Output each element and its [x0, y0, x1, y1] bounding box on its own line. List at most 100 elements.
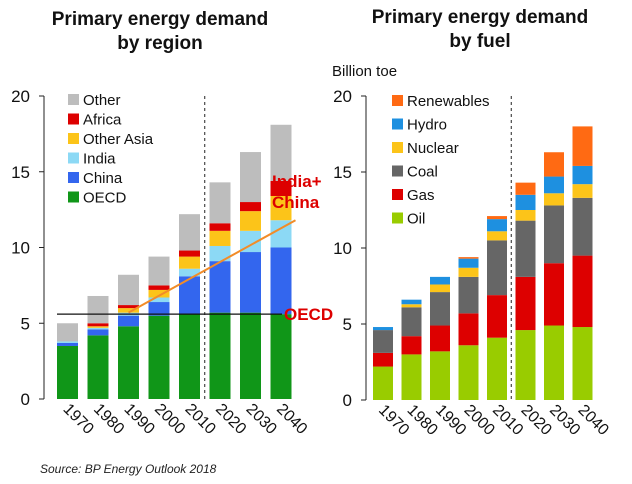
bar-segment-africa-2000	[148, 285, 170, 290]
bar-segment-oil-2020	[515, 330, 536, 400]
bar-segment-africa-1990	[118, 305, 139, 309]
bar-segment-gas-2030	[544, 263, 564, 326]
bar-segment-gas-2020	[515, 276, 536, 331]
bar-segment-nuclear-1990	[430, 284, 450, 293]
legend-swatch	[68, 152, 79, 164]
bar-segment-gas-2040	[572, 255, 593, 328]
bar-segment-coal-2030	[544, 205, 564, 264]
x-tick-label: 2010	[489, 402, 526, 439]
bar-segment-africa-2030	[240, 202, 261, 212]
bar-segment-renewables-2040	[572, 126, 593, 166]
legend-swatch	[392, 165, 403, 177]
chart-title-line: by fuel	[449, 31, 511, 52]
bar-segment-africa-2010	[179, 250, 200, 257]
legend-swatch	[68, 113, 79, 125]
bar-segment-hydro-2040	[572, 165, 593, 185]
bar-segment-africa-1980	[87, 323, 109, 327]
bar-segment-china-2020	[209, 261, 231, 313]
bar-segment-hydro-2000	[458, 258, 479, 268]
bar-segment-other-asia-2020	[209, 230, 231, 246]
bar-segment-oil-2010	[487, 337, 507, 400]
bar-segment-coal-2010	[487, 240, 507, 296]
bar-segment-china-2000	[148, 302, 170, 316]
bar-segment-other-asia-1980	[87, 326, 109, 328]
bar-segment-hydro-1990	[430, 276, 450, 285]
bar-segment-renewables-2010	[487, 216, 507, 220]
bar-segment-africa-2040	[270, 180, 292, 196]
annotation-line: India+	[272, 172, 322, 191]
bar-segment-gas-2010	[487, 295, 507, 338]
x-tick-label: 2000	[461, 402, 498, 439]
bar-segment-other-2040	[270, 124, 292, 181]
source-note: Source: BP Energy Outlook 2018	[40, 462, 217, 476]
chart-title-by-region: Primary energy demand by region	[20, 8, 300, 56]
bar-segment-nuclear-2010	[487, 231, 507, 241]
oecd-annotation: OECD	[284, 305, 333, 324]
legend-label: India	[83, 151, 116, 168]
bar-segment-oecd-2000	[148, 315, 170, 399]
legend-label: Hydro	[407, 117, 447, 134]
y-tick-label: 10	[333, 239, 352, 258]
x-tick-label: 1970	[375, 402, 412, 439]
bar-segment-oil-1970	[373, 366, 393, 400]
bar-segment-other-1990	[118, 274, 139, 306]
bar-segment-hydro-2020	[515, 194, 536, 210]
x-tick-label: 2030	[243, 401, 280, 438]
legend-swatch	[68, 133, 79, 144]
bar-segment-other-asia-1990	[118, 308, 139, 313]
bar-segment-nuclear-2000	[458, 267, 479, 277]
bar-segment-other-asia-2010	[179, 256, 200, 269]
bar-segment-nuclear-2040	[572, 184, 593, 198]
x-tick-label: 2040	[273, 401, 310, 438]
legend-swatch	[68, 172, 79, 183]
bar-segment-nuclear-2030	[544, 193, 564, 206]
legend-label: Africa	[83, 112, 122, 129]
bar-segment-china-2010	[179, 276, 200, 315]
legend-swatch	[392, 212, 403, 224]
bar-segment-other-asia-2000	[148, 289, 170, 298]
bar-segment-gas-1980	[401, 336, 422, 355]
legend-label: Gas	[407, 187, 435, 204]
bar-segment-oecd-2040	[270, 314, 292, 399]
chart-title-line: Primary energy demand	[51, 9, 269, 30]
bar-segment-coal-1990	[430, 292, 450, 326]
bar-segment-oecd-2020	[209, 312, 231, 399]
bar-segment-oecd-2030	[240, 312, 261, 399]
y-tick-label: 0	[21, 390, 30, 409]
bar-segment-other-2030	[240, 152, 261, 203]
chart-region: 0 5 10 15 20 19701980199020002010202020302040…	[11, 87, 333, 438]
bar-segment-renewables-2030	[544, 152, 564, 177]
bar-segment-china-2040	[270, 247, 292, 315]
bar-segment-china-1970	[57, 342, 78, 346]
bar-segment-other-asia-2040	[270, 195, 292, 221]
legend-label: Nuclear	[407, 140, 459, 157]
x-tick-label: 1970	[60, 401, 97, 438]
x-tick-label: 2010	[182, 401, 219, 438]
bar-segment-renewables-2020	[515, 182, 536, 195]
legend-swatch	[68, 94, 79, 105]
x-tick-label: 2020	[518, 402, 555, 439]
legend-label: Other	[83, 92, 121, 109]
chart-title-by-fuel: Primary energy demand by fuel	[340, 6, 620, 54]
bar-segment-india-1970	[57, 341, 78, 343]
y-tick-label: 10	[11, 239, 30, 258]
y-tick-label: 20	[11, 87, 30, 106]
bar-segment-other-2000	[148, 256, 170, 286]
bar-segment-other-1980	[87, 295, 109, 324]
bar-segment-coal-2000	[458, 276, 479, 314]
x-tick-label: 2000	[151, 401, 188, 438]
legend-label: Coal	[407, 164, 438, 181]
bar-segment-oil-2000	[458, 345, 479, 400]
y-tick-label: 20	[333, 87, 352, 106]
bar-segment-hydro-1970	[373, 327, 393, 331]
x-tick-label: 1990	[121, 401, 158, 438]
bar-segment-india-2010	[179, 268, 200, 277]
bar-segment-oil-2030	[544, 325, 564, 400]
india-china-trend-line	[128, 219, 296, 314]
chart-title-line: by region	[117, 33, 203, 54]
bar-segment-renewables-2000	[458, 257, 479, 259]
legend-label: OECD	[83, 190, 127, 207]
x-tick-label: 1980	[404, 402, 441, 439]
bar-segment-china-2030	[240, 252, 261, 313]
